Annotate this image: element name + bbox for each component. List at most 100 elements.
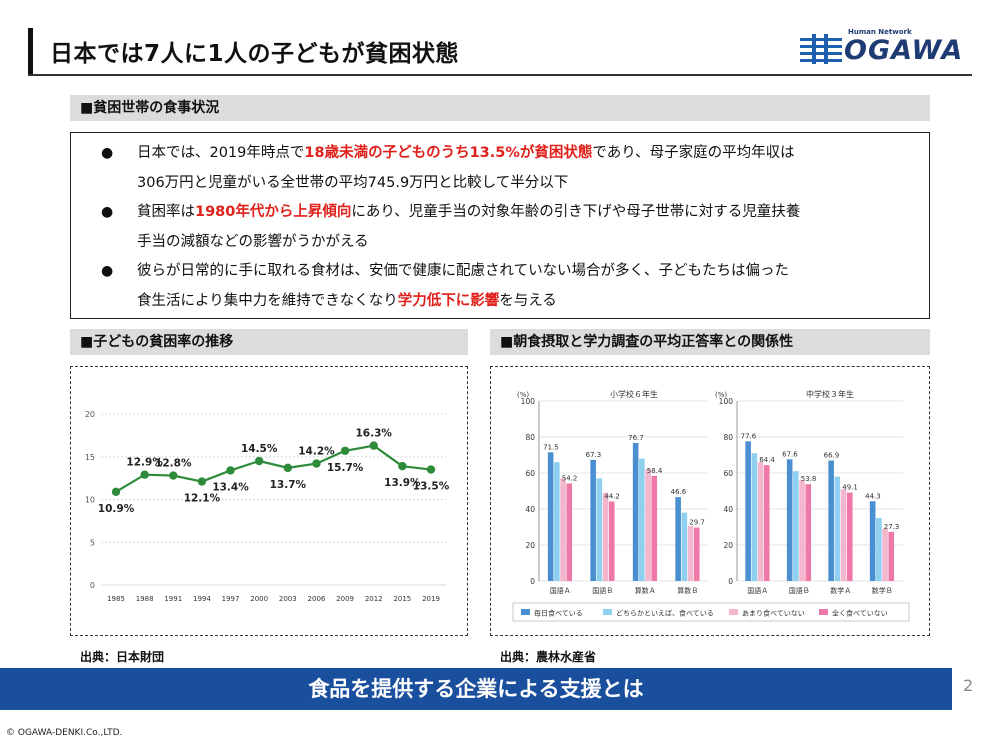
data-label: 16.3% bbox=[356, 428, 393, 440]
data-label: 12.8% bbox=[155, 458, 192, 470]
data-label: 13.4% bbox=[212, 481, 249, 493]
x-tick-label: 1994 bbox=[193, 595, 211, 603]
ogawa-logo: Human Network OGAWA bbox=[800, 28, 975, 68]
x-tick-label: 2019 bbox=[422, 595, 440, 603]
y-tick-label: 5 bbox=[90, 538, 95, 547]
bullet-dot: ● bbox=[101, 145, 114, 161]
x-tick-label: 1988 bbox=[136, 595, 154, 603]
bar bbox=[560, 478, 566, 581]
data-label: 67.3 bbox=[586, 451, 602, 459]
logo-mark-icon bbox=[800, 34, 842, 64]
data-label: 76.7 bbox=[628, 434, 644, 442]
bar bbox=[799, 480, 805, 581]
data-label: 13.9% bbox=[384, 477, 421, 489]
y-tick-label: 40 bbox=[525, 505, 535, 514]
y-tick-label: 0 bbox=[728, 577, 733, 586]
bar bbox=[645, 469, 651, 581]
bar bbox=[846, 492, 853, 581]
legend-swatch bbox=[521, 609, 530, 615]
data-point bbox=[398, 461, 407, 471]
logo-tagline: Human Network bbox=[848, 28, 912, 36]
bar bbox=[651, 475, 658, 581]
x-tick-label: 数学Ｂ bbox=[872, 586, 893, 595]
x-tick-label: 2006 bbox=[308, 595, 326, 603]
bullet-highlight: 1980年代から上昇傾向 bbox=[195, 204, 352, 220]
x-tick-label: 1997 bbox=[222, 595, 240, 603]
title-accent-bar bbox=[28, 28, 33, 74]
bullet-text: 日本では、2019年時点で18歳未満の子どものうち13.5%が貧困状態であり、母… bbox=[137, 139, 917, 198]
data-label: 71.5 bbox=[543, 443, 559, 451]
bar bbox=[547, 452, 554, 581]
data-point bbox=[169, 471, 178, 480]
legend-label: あまり食べていない bbox=[742, 609, 805, 618]
data-label: 15.7% bbox=[327, 462, 364, 474]
data-label: 27.3 bbox=[884, 523, 900, 531]
data-label: 13.5% bbox=[413, 481, 450, 493]
bar bbox=[745, 441, 751, 581]
bar bbox=[639, 458, 645, 581]
data-label: 12.1% bbox=[184, 493, 221, 505]
data-label: 67.6 bbox=[782, 450, 798, 458]
data-label: 53.8 bbox=[801, 475, 817, 483]
y-tick-label: 80 bbox=[525, 433, 535, 442]
bar bbox=[566, 483, 573, 581]
bar bbox=[786, 459, 793, 581]
bullet-text-segment: 彼らが日常的に手に取れる食材は、安価で健康に配慮されていない場合が多く、子どもた… bbox=[137, 263, 790, 279]
bullet-text-segment: であり、母子家庭の平均年収は bbox=[592, 145, 795, 161]
chart-box-breakfast: (%) 小学校６年生 0 20 40 60 80 100 国語Ａ 71.5 54.2 国語Ｂ 67.3 4… bbox=[490, 366, 930, 636]
bar bbox=[687, 526, 694, 581]
x-tick-label: 1985 bbox=[107, 595, 125, 603]
breakfast-bar-chart: (%) 小学校６年生 0 20 40 60 80 100 国語Ａ 71.5 54.2 国語Ｂ 67.3 4… bbox=[512, 389, 910, 622]
y-tick-label: 20 bbox=[723, 541, 733, 550]
page-number: 2 bbox=[963, 676, 974, 695]
bar bbox=[793, 471, 799, 581]
data-label: 77.6 bbox=[741, 432, 757, 440]
section-heading-food: ■貧困世帯の食事状況 bbox=[70, 95, 930, 121]
x-tick-label: 2015 bbox=[393, 595, 411, 603]
title-bar: 日本では7人に1人の子どもが貧困状態 bbox=[28, 28, 972, 76]
bar bbox=[554, 462, 560, 581]
data-label: 12.9% bbox=[126, 457, 163, 469]
y-tick-label: 100 bbox=[719, 397, 734, 406]
bar bbox=[834, 476, 841, 581]
data-label: 44.3 bbox=[865, 492, 881, 500]
data-point bbox=[426, 465, 436, 474]
x-tick-label: 国語Ｂ bbox=[789, 586, 810, 595]
y-tick-label: 0 bbox=[90, 581, 95, 590]
bullet-dot: ● bbox=[101, 263, 114, 279]
y-tick-label: 40 bbox=[723, 505, 733, 514]
bullet-dot: ● bbox=[101, 204, 114, 220]
y-tick-label: 0 bbox=[530, 577, 535, 586]
legend-swatch bbox=[729, 609, 738, 615]
y-tick-label: 15 bbox=[85, 453, 95, 462]
data-point bbox=[312, 459, 321, 468]
y-tick-label: 20 bbox=[525, 541, 535, 550]
bullet-box: ● 日本では、2019年時点で18歳未満の子どものうち13.5%が貧困状態であり… bbox=[70, 132, 930, 319]
section-heading-breakfast: ■朝食摂取と学力調査の平均正答率との関係性 bbox=[490, 329, 930, 355]
data-label: 66.9 bbox=[824, 452, 840, 460]
copyright: © OGAWA-DENKI.Co.,LTD. bbox=[6, 728, 123, 738]
bar bbox=[805, 484, 812, 581]
x-tick-label: 2003 bbox=[279, 595, 297, 603]
data-label: 49.1 bbox=[842, 484, 858, 492]
bullet-text-segment: 食生活により集中力を維持できなくなり bbox=[137, 292, 398, 309]
bullet-text-segment: 手当の減額などの影響がうかがえる bbox=[137, 233, 369, 250]
y-axis-unit: (%) bbox=[715, 391, 727, 399]
bar bbox=[590, 459, 596, 581]
data-label: 44.2 bbox=[604, 492, 620, 500]
data-point bbox=[340, 446, 350, 455]
data-label: 13.7% bbox=[270, 479, 307, 491]
chart-panel-title: 中学校３年生 bbox=[806, 389, 854, 399]
bar bbox=[602, 492, 609, 581]
legend-label: 毎日食べている bbox=[534, 609, 583, 618]
data-point bbox=[197, 477, 207, 486]
bullet-text-segment: にあり、児童手当の対象年齢の引き下げや母子世帯に対する児童扶養 bbox=[351, 204, 801, 220]
x-tick-label: 国語Ａ bbox=[747, 586, 768, 595]
x-tick-label: 1991 bbox=[164, 595, 182, 603]
page-title: 日本では7人に1人の子どもが貧困状態 bbox=[50, 41, 460, 67]
bullet-text-segment: 貧困率は bbox=[137, 204, 195, 220]
bar bbox=[888, 531, 895, 581]
data-label: 46.6 bbox=[671, 488, 687, 496]
legend-swatch bbox=[603, 609, 612, 615]
